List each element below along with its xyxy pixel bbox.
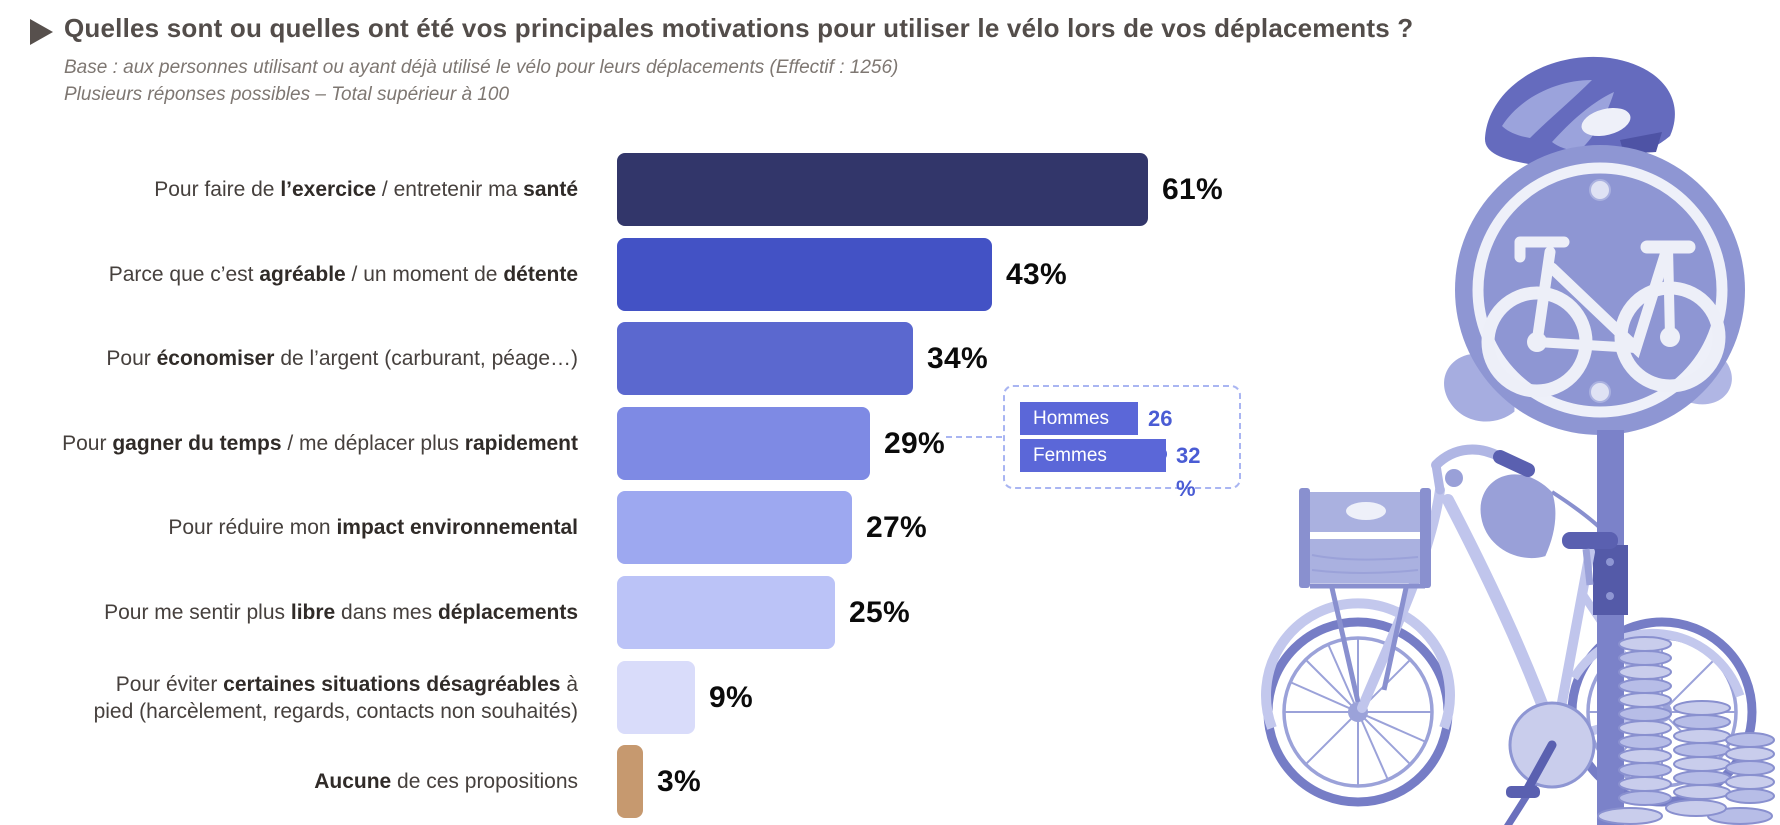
bar [617, 576, 835, 649]
chart-row: Pour gagner du temps / me déplacer plus … [0, 407, 1300, 480]
bar-value: 61% [1162, 172, 1223, 206]
bar [617, 491, 852, 564]
chart-row: Pour économiser de l’argent (carburant, … [0, 322, 1300, 395]
chart-row: Parce que c’est agréable / un moment de … [0, 238, 1300, 311]
bar [617, 238, 992, 311]
base-note-line2: Plusieurs réponses possibles – Total sup… [64, 84, 510, 105]
gender-callout: Hommes 26 % Femmes 32 % [1003, 385, 1241, 501]
coins-icon [1597, 636, 1775, 825]
chart-row: Pour réduire mon impact environnemental … [0, 491, 1300, 564]
bar-label: Aucune de ces propositions [18, 745, 578, 818]
bullet-arrow-icon [30, 19, 53, 45]
bar-value: 25% [849, 595, 910, 629]
chart-row: Aucune de ces propositions 3% [0, 745, 1300, 818]
sign-post-illustration [1593, 430, 1628, 825]
bar-label-text: Pour gagner du temps / me déplacer plus … [62, 432, 578, 455]
callout-connector-line [946, 436, 1002, 438]
bicycle-icon [1261, 444, 1618, 825]
bar-label: Pour réduire mon impact environnemental [18, 491, 578, 564]
bar-label: Pour me sentir plus libre dans mes dépla… [18, 576, 578, 649]
chart-row: Pour éviter certaines situations désagré… [0, 661, 1300, 734]
bar [617, 153, 1148, 226]
bar-label-text: Aucune de ces propositions [314, 770, 578, 793]
bar-value: 34% [927, 341, 988, 375]
bar-label-text: Pour me sentir plus libre dans mes dépla… [104, 601, 578, 624]
chart-row: Pour faire de l’exercice / entretenir ma… [0, 153, 1300, 226]
page-title: Quelles sont ou quelles ont été vos prin… [64, 13, 1414, 43]
bar-value: 43% [1006, 257, 1067, 291]
bar-value: 29% [884, 426, 945, 460]
bar-label-text: Pour réduire mon impact environnemental [168, 516, 578, 539]
bike-illustration [1261, 56, 1775, 825]
bar [617, 661, 695, 734]
bar-label-text: Pour faire de l’exercice / entretenir ma… [154, 178, 578, 201]
bar-label-text: Pour économiser de l’argent (carburant, … [106, 347, 578, 370]
bar [617, 322, 913, 395]
callout-bar: Femmes [1020, 439, 1166, 472]
bar-label: Parce que c’est agréable / un moment de … [18, 238, 578, 311]
bar [617, 745, 643, 818]
bar-value: 9% [709, 680, 753, 714]
bar-label: Pour faire de l’exercice / entretenir ma… [18, 153, 578, 226]
crate-icon [1299, 488, 1431, 588]
bar-label: Pour économiser de l’argent (carburant, … [18, 322, 578, 395]
chart-row: Pour me sentir plus libre dans mes dépla… [0, 576, 1300, 649]
bar-label-text: Pour éviter certaines situations désagré… [93, 672, 578, 723]
bar-label-text: Parce que c’est agréable / un moment de … [108, 263, 578, 286]
bar-label: Pour éviter certaines situations désagré… [18, 661, 578, 734]
callout-bar: Hommes [1020, 402, 1138, 435]
bar-label: Pour gagner du temps / me déplacer plus … [18, 407, 578, 480]
base-note: Base : aux personnes utilisant ou ayant … [64, 54, 898, 108]
bar [617, 407, 870, 480]
bar-value: 3% [657, 764, 701, 798]
bar-value: 27% [866, 510, 927, 544]
callout-value: 32 % [1176, 443, 1201, 501]
base-note-line1: Base : aux personnes utilisant ou ayant … [64, 57, 899, 78]
bicycle-sign-icon [1455, 145, 1745, 435]
bar-chart: Pour faire de l’exercice / entretenir ma… [0, 153, 1300, 818]
